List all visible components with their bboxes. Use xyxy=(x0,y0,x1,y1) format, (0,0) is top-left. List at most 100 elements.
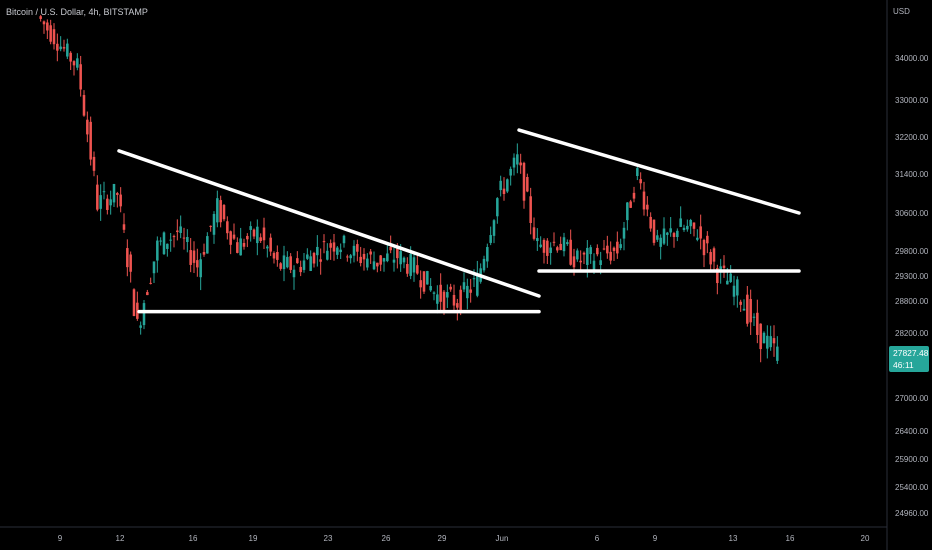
candle-body[interactable] xyxy=(312,253,316,264)
candle-body[interactable] xyxy=(362,253,366,260)
candle-body[interactable] xyxy=(292,269,296,278)
candle-body[interactable] xyxy=(576,250,579,260)
candle-body[interactable] xyxy=(112,183,116,203)
candle-body[interactable] xyxy=(269,237,272,252)
candle-body[interactable] xyxy=(142,303,146,326)
candle-body[interactable] xyxy=(586,247,589,265)
candle-body[interactable] xyxy=(766,335,769,349)
candle-body[interactable] xyxy=(412,257,416,273)
candle-body[interactable] xyxy=(436,294,439,304)
candle-body[interactable] xyxy=(559,243,562,251)
candle-body[interactable] xyxy=(102,191,106,193)
candle-body[interactable] xyxy=(732,285,736,297)
candle-body[interactable] xyxy=(259,237,262,242)
candle-body[interactable] xyxy=(256,226,259,244)
candle-body[interactable] xyxy=(146,292,149,296)
candle-body[interactable] xyxy=(442,291,446,311)
candle-body[interactable] xyxy=(69,52,72,62)
candle-body[interactable] xyxy=(622,227,626,239)
candle-body[interactable] xyxy=(672,233,676,237)
candle-body[interactable] xyxy=(359,256,362,264)
candle-body[interactable] xyxy=(752,316,756,318)
candle-body[interactable] xyxy=(632,192,636,199)
candle-body[interactable] xyxy=(456,303,459,308)
candle-body[interactable] xyxy=(419,280,422,288)
candle-body[interactable] xyxy=(422,271,426,292)
candle-body[interactable] xyxy=(182,237,186,239)
candle-body[interactable] xyxy=(686,225,689,230)
candle-body[interactable] xyxy=(656,235,659,240)
candle-body[interactable] xyxy=(762,332,766,344)
candle-body[interactable] xyxy=(99,195,102,209)
candle-body[interactable] xyxy=(316,246,319,256)
candle-body[interactable] xyxy=(186,236,189,243)
candle-body[interactable] xyxy=(86,119,89,135)
candle-body[interactable] xyxy=(116,193,119,195)
candle-body[interactable] xyxy=(509,168,512,176)
candle-body[interactable] xyxy=(232,234,236,239)
candle-body[interactable] xyxy=(219,200,222,223)
candle-body[interactable] xyxy=(599,260,602,265)
candle-body[interactable] xyxy=(602,248,606,250)
candle-body[interactable] xyxy=(702,239,706,256)
candle-body[interactable] xyxy=(339,249,342,253)
candle-body[interactable] xyxy=(466,285,469,299)
candle-body[interactable] xyxy=(629,201,632,208)
candle-body[interactable] xyxy=(356,244,359,252)
candle-body[interactable] xyxy=(636,168,639,177)
candle-body[interactable] xyxy=(739,301,742,305)
candle-body[interactable] xyxy=(546,240,549,256)
candle-body[interactable] xyxy=(582,252,586,255)
candle-body[interactable] xyxy=(376,262,379,267)
candle-body[interactable] xyxy=(659,237,662,247)
candle-body[interactable] xyxy=(222,205,226,220)
candle-body[interactable] xyxy=(459,289,462,311)
candle-body[interactable] xyxy=(72,61,76,66)
candle-body[interactable] xyxy=(239,238,242,256)
candle-body[interactable] xyxy=(406,263,409,274)
candle-body[interactable] xyxy=(486,247,489,262)
candle-body[interactable] xyxy=(369,251,372,255)
candle-body[interactable] xyxy=(202,252,206,255)
candle-body[interactable] xyxy=(159,240,162,242)
candle-body[interactable] xyxy=(579,260,582,263)
candle-body[interactable] xyxy=(172,236,176,238)
candle-body[interactable] xyxy=(349,255,352,259)
candle-body[interactable] xyxy=(516,154,519,165)
candle-body[interactable] xyxy=(192,250,196,263)
candle-body[interactable] xyxy=(709,252,712,265)
candle-body[interactable] xyxy=(149,282,152,284)
candle-body[interactable] xyxy=(472,278,476,280)
candle-body[interactable] xyxy=(139,325,142,328)
candle-body[interactable] xyxy=(492,220,496,236)
candle-body[interactable] xyxy=(526,176,529,192)
candle-body[interactable] xyxy=(612,247,616,251)
candle-body[interactable] xyxy=(229,231,232,245)
candle-body[interactable] xyxy=(402,257,406,263)
candle-body[interactable] xyxy=(342,235,346,244)
candle-body[interactable] xyxy=(289,256,292,270)
candle-body[interactable] xyxy=(56,43,59,51)
candle-body[interactable] xyxy=(476,273,479,296)
candle-body[interactable] xyxy=(452,294,456,306)
candle-body[interactable] xyxy=(592,260,596,270)
candle-body[interactable] xyxy=(446,292,449,298)
candle-body[interactable] xyxy=(216,198,219,223)
candle-body[interactable] xyxy=(772,338,776,344)
candle-body[interactable] xyxy=(776,346,779,361)
candle-body[interactable] xyxy=(609,251,612,261)
candle-body[interactable] xyxy=(519,162,522,166)
candle-body[interactable] xyxy=(382,258,386,262)
candle-body[interactable] xyxy=(329,243,332,248)
candle-body[interactable] xyxy=(716,268,719,284)
candle-body[interactable] xyxy=(396,247,399,259)
candle-body[interactable] xyxy=(482,258,486,271)
candle-body[interactable] xyxy=(346,256,349,258)
candle-body[interactable] xyxy=(562,237,566,252)
candle-body[interactable] xyxy=(536,238,539,242)
candle-body[interactable] xyxy=(276,252,279,260)
candle-body[interactable] xyxy=(469,289,472,293)
candle-body[interactable] xyxy=(462,282,466,290)
candle-body[interactable] xyxy=(736,279,739,296)
